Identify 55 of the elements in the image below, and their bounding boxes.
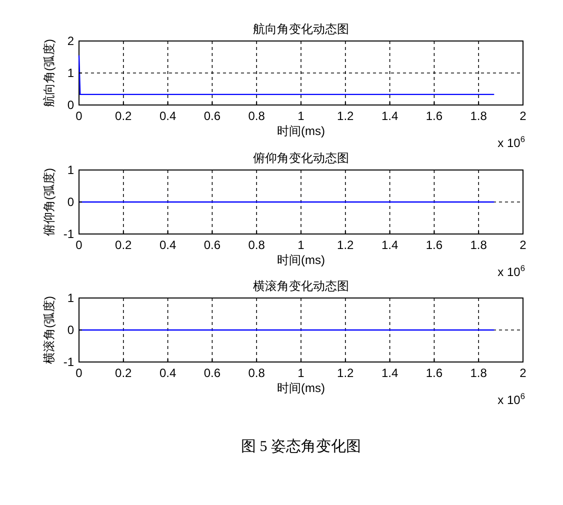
x-tick-label: 0.6 bbox=[204, 366, 221, 380]
y-tick-label: 0 bbox=[67, 195, 74, 209]
x-tick-label: 2 bbox=[520, 366, 527, 380]
caption: 图 5 姿态角变化图 bbox=[241, 438, 361, 455]
x-tick-label: 0.8 bbox=[248, 366, 266, 380]
x-tick-label: 1.4 bbox=[381, 109, 398, 123]
x-tick-label: 1.4 bbox=[381, 238, 398, 252]
x-tick-label: 0.8 bbox=[248, 238, 266, 252]
x-tick-label: 1 bbox=[298, 238, 305, 252]
x-tick-label: 1.2 bbox=[337, 238, 354, 252]
y-axis-title: 航向角(弧度) bbox=[42, 39, 56, 107]
y-tick-label: 1 bbox=[67, 291, 74, 305]
x-tick-label: 1.6 bbox=[426, 366, 443, 380]
y-tick-label: -1 bbox=[63, 227, 74, 241]
chart-title: 横滚角变化动态图 bbox=[253, 279, 349, 293]
y-tick-label: 2 bbox=[67, 34, 74, 48]
x-tick-label: 0.4 bbox=[159, 366, 176, 380]
x-tick-label: 2 bbox=[520, 109, 527, 123]
x-tick-label: 0.2 bbox=[115, 366, 132, 380]
x-tick-label: 2 bbox=[520, 238, 527, 252]
y-tick-label: 0 bbox=[67, 98, 74, 112]
y-tick-label: 1 bbox=[67, 66, 74, 80]
x-tick-label: 1.8 bbox=[470, 238, 488, 252]
y-tick-label: -1 bbox=[63, 355, 74, 369]
x-tick-label: 1.8 bbox=[470, 109, 488, 123]
text: x 10$^{6}$ bbox=[498, 263, 526, 279]
y-axis-title: 横滚角(弧度) bbox=[42, 296, 56, 364]
x-axis-title: 时间(ms) bbox=[277, 124, 325, 138]
x-tick-label: 1.2 bbox=[337, 366, 354, 380]
x-tick-label: 0.4 bbox=[159, 238, 176, 252]
y-axis-title: 俯仰角(弧度) bbox=[42, 168, 56, 236]
x-tick-label: 0 bbox=[76, 238, 83, 252]
x-tick-label: 1.2 bbox=[337, 109, 354, 123]
x-tick-label: 0 bbox=[76, 109, 83, 123]
y-tick-label: 0 bbox=[67, 323, 74, 337]
x-tick-label: 0.6 bbox=[204, 109, 221, 123]
y-tick-label: 1 bbox=[67, 163, 74, 177]
x-tick-label: 1 bbox=[298, 366, 305, 380]
x-tick-label: 1 bbox=[298, 109, 305, 123]
x-tick-label: 0.8 bbox=[248, 109, 266, 123]
x-tick-label: 1.6 bbox=[426, 238, 443, 252]
x-tick-label: 1.6 bbox=[426, 109, 443, 123]
x-tick-label: 1.8 bbox=[470, 366, 488, 380]
x-tick-label: 0.4 bbox=[159, 109, 176, 123]
x-tick-label: 0.6 bbox=[204, 238, 221, 252]
text: x 10$^{6}$ bbox=[498, 391, 526, 407]
x-tick-label: 0.2 bbox=[115, 109, 132, 123]
x-tick-label: 1.4 bbox=[381, 366, 398, 380]
chart-title: 航向角变化动态图 bbox=[253, 22, 349, 36]
x-tick-label: 0 bbox=[76, 366, 83, 380]
chart-title: 俯仰角变化动态图 bbox=[253, 151, 349, 165]
x-axis-title: 时间(ms) bbox=[277, 253, 325, 267]
x-axis-title: 时间(ms) bbox=[277, 381, 325, 395]
x-tick-label: 0.2 bbox=[115, 238, 132, 252]
text: x 10$^{6}$ bbox=[498, 134, 526, 150]
